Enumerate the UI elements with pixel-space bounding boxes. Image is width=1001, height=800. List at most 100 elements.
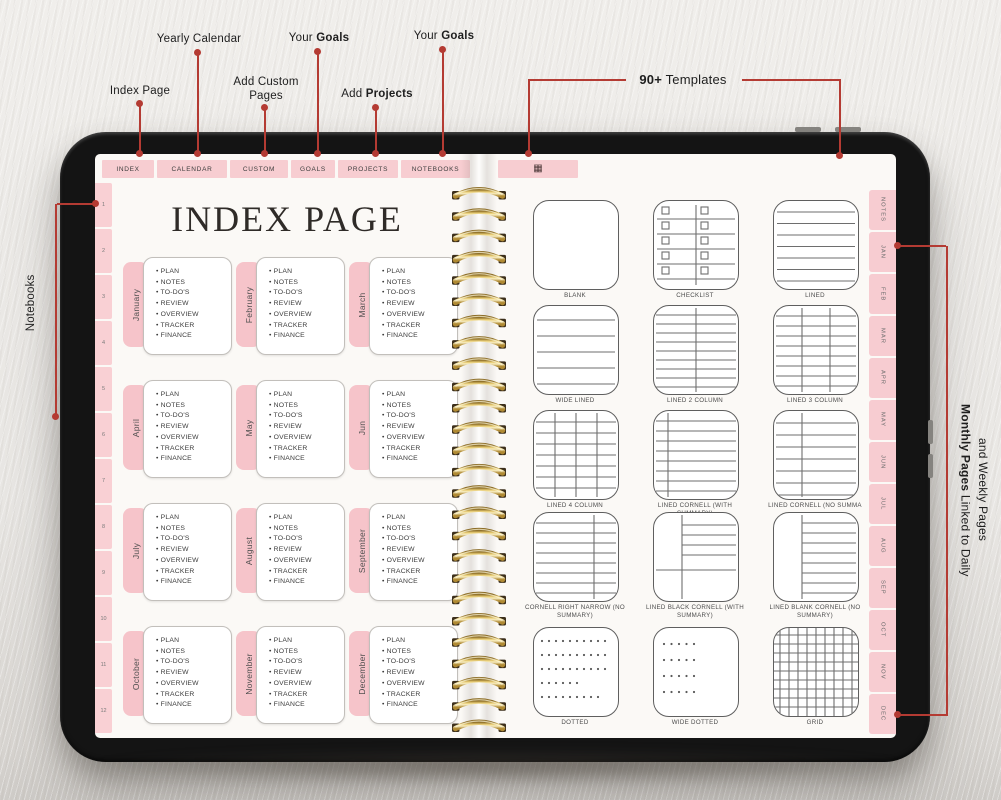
month-link-item[interactable]: OVERVIEW [269, 433, 344, 444]
tab-notebooks[interactable]: NOTEBOOKS [401, 160, 470, 178]
month-link-item[interactable]: OVERVIEW [156, 679, 231, 690]
month-link-item[interactable]: REVIEW [156, 422, 231, 433]
month-link-item[interactable]: FINANCE [156, 454, 231, 465]
month-card-march[interactable]: MarchPLANNOTESTO-DO'SREVIEWOVERVIEWTRACK… [349, 257, 458, 355]
template-blank[interactable] [533, 200, 619, 290]
month-link-item[interactable]: PLAN [269, 513, 344, 524]
tab-projects[interactable]: PROJECTS [338, 160, 398, 178]
month-link-item[interactable]: REVIEW [382, 422, 457, 433]
page-tab-11[interactable]: 11 [95, 643, 112, 687]
month-card-september[interactable]: SeptemberPLANNOTESTO-DO'SREVIEWOVERVIEWT… [349, 503, 458, 601]
tab-goals[interactable]: GOALS [291, 160, 335, 178]
month-link-item[interactable]: FINANCE [382, 700, 457, 711]
month-link-item[interactable]: NOTES [156, 401, 231, 412]
month-link-item[interactable]: PLAN [156, 390, 231, 401]
side-tab-apr[interactable]: APR [869, 358, 896, 398]
template-wide-dotted[interactable] [653, 627, 739, 717]
month-link-item[interactable]: NOTES [156, 278, 231, 289]
month-link-item[interactable]: REVIEW [269, 299, 344, 310]
month-card-jun[interactable]: JunPLANNOTESTO-DO'SREVIEWOVERVIEWTRACKER… [349, 380, 458, 478]
month-link-item[interactable]: TRACKER [269, 321, 344, 332]
month-link-item[interactable]: OVERVIEW [156, 556, 231, 567]
side-tab-mar[interactable]: MAR [869, 316, 896, 356]
month-link-item[interactable]: PLAN [156, 636, 231, 647]
month-link-item[interactable]: REVIEW [156, 299, 231, 310]
month-link-item[interactable]: NOTES [156, 524, 231, 535]
month-card-december[interactable]: DecemberPLANNOTESTO-DO'SREVIEWOVERVIEWTR… [349, 626, 458, 724]
page-tab-2[interactable]: 2 [95, 229, 112, 273]
month-link-item[interactable]: REVIEW [269, 422, 344, 433]
page-tab-10[interactable]: 10 [95, 597, 112, 641]
tab-templates[interactable]: ▦ [498, 160, 578, 178]
month-link-item[interactable]: FINANCE [269, 577, 344, 588]
tab-calendar[interactable]: CALENDAR [157, 160, 227, 178]
month-link-item[interactable]: TRACKER [382, 567, 457, 578]
month-link-item[interactable]: OVERVIEW [156, 433, 231, 444]
month-link-item[interactable]: OVERVIEW [382, 433, 457, 444]
month-link-item[interactable]: TRACKER [382, 321, 457, 332]
month-link-item[interactable]: TO-DO'S [382, 534, 457, 545]
template-lined-2col[interactable] [653, 305, 739, 395]
month-link-item[interactable]: FINANCE [269, 454, 344, 465]
month-link-item[interactable]: PLAN [156, 267, 231, 278]
page-tab-6[interactable]: 6 [95, 413, 112, 457]
side-tab-may[interactable]: MAY [869, 400, 896, 440]
tab-custom[interactable]: CUSTOM [230, 160, 288, 178]
month-link-item[interactable]: PLAN [382, 390, 457, 401]
month-link-item[interactable]: NOTES [156, 647, 231, 658]
page-tab-8[interactable]: 8 [95, 505, 112, 549]
month-link-item[interactable]: FINANCE [156, 577, 231, 588]
month-link-item[interactable]: OVERVIEW [382, 310, 457, 321]
template-dotted[interactable] [533, 627, 619, 717]
month-card-february[interactable]: FebruaryPLANNOTESTO-DO'SREVIEWOVERVIEWTR… [236, 257, 345, 355]
month-link-item[interactable]: TO-DO'S [382, 288, 457, 299]
month-link-item[interactable]: TO-DO'S [156, 288, 231, 299]
month-link-item[interactable]: OVERVIEW [382, 679, 457, 690]
month-card-january[interactable]: JanuaryPLANNOTESTO-DO'SREVIEWOVERVIEWTRA… [123, 257, 232, 355]
month-link-item[interactable]: FINANCE [382, 454, 457, 465]
month-link-item[interactable]: PLAN [156, 513, 231, 524]
month-link-item[interactable]: FINANCE [156, 700, 231, 711]
month-link-item[interactable]: NOTES [382, 524, 457, 535]
month-link-item[interactable]: TRACKER [269, 444, 344, 455]
template-cornell-right[interactable] [533, 512, 619, 602]
month-card-august[interactable]: AugustPLANNOTESTO-DO'SREVIEWOVERVIEWTRAC… [236, 503, 345, 601]
month-link-item[interactable]: NOTES [269, 278, 344, 289]
month-link-item[interactable]: REVIEW [382, 668, 457, 679]
month-link-item[interactable]: OVERVIEW [269, 310, 344, 321]
side-tab-oct[interactable]: OCT [869, 610, 896, 650]
page-tab-7[interactable]: 7 [95, 459, 112, 503]
month-link-item[interactable]: REVIEW [156, 668, 231, 679]
month-link-item[interactable]: TO-DO'S [269, 534, 344, 545]
month-link-item[interactable]: OVERVIEW [269, 556, 344, 567]
page-tab-4[interactable]: 4 [95, 321, 112, 365]
side-tab-jan[interactable]: JAN [869, 232, 896, 272]
page-tab-1[interactable]: 1 [95, 183, 112, 227]
side-tab-aug[interactable]: AUG [869, 526, 896, 566]
page-tab-12[interactable]: 12 [95, 689, 112, 733]
side-tab-feb[interactable]: FEB [869, 274, 896, 314]
month-link-item[interactable]: TRACKER [269, 567, 344, 578]
month-link-item[interactable]: TRACKER [156, 690, 231, 701]
month-link-item[interactable]: TO-DO'S [156, 411, 231, 422]
side-tab-nov[interactable]: NOV [869, 652, 896, 692]
month-link-item[interactable]: NOTES [382, 278, 457, 289]
month-link-item[interactable]: TRACKER [269, 690, 344, 701]
side-tab-dec[interactable]: DEC [869, 694, 896, 734]
template-cornell-left[interactable] [653, 410, 739, 500]
month-link-item[interactable]: REVIEW [269, 545, 344, 556]
month-link-item[interactable]: FINANCE [269, 331, 344, 342]
month-link-item[interactable]: PLAN [269, 636, 344, 647]
month-link-item[interactable]: TRACKER [156, 567, 231, 578]
month-link-item[interactable]: PLAN [382, 513, 457, 524]
month-link-item[interactable]: PLAN [382, 267, 457, 278]
month-link-item[interactable]: NOTES [382, 401, 457, 412]
template-lined[interactable] [773, 200, 859, 290]
template-checklist[interactable] [653, 200, 739, 290]
month-card-july[interactable]: JulyPLANNOTESTO-DO'SREVIEWOVERVIEWTRACKE… [123, 503, 232, 601]
side-tab-notes[interactable]: NOTES [869, 190, 896, 230]
template-grid[interactable] [773, 627, 859, 717]
month-link-item[interactable]: PLAN [269, 267, 344, 278]
month-link-item[interactable]: OVERVIEW [156, 310, 231, 321]
month-card-october[interactable]: OctoberPLANNOTESTO-DO'SREVIEWOVERVIEWTRA… [123, 626, 232, 724]
